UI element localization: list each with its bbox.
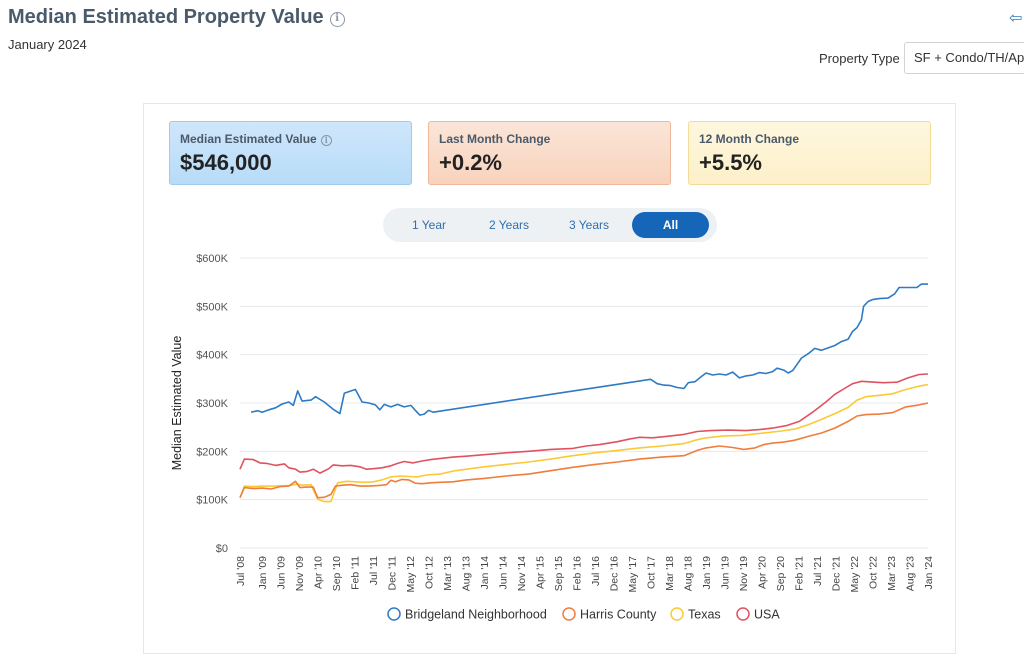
range-all[interactable]: All bbox=[632, 212, 709, 238]
info-icon[interactable]: i bbox=[329, 12, 345, 27]
y-tick-label: $600K bbox=[196, 253, 228, 265]
y-tick-label: $0 bbox=[216, 543, 228, 555]
range-3-years[interactable]: 3 Years bbox=[568, 218, 610, 232]
x-tick-label: May '12 bbox=[405, 556, 417, 593]
x-tick-label: Nov '14 bbox=[516, 556, 528, 591]
x-tick-label: Jul '16 bbox=[590, 556, 602, 586]
x-tick-label: Oct '12 bbox=[424, 556, 436, 589]
legend-label: USA bbox=[754, 608, 780, 622]
x-tick-label: Jan '24 bbox=[923, 556, 935, 590]
report-date: January 2024 bbox=[8, 37, 87, 52]
series-line-usa bbox=[239, 373, 929, 474]
x-tick-label: Dec '21 bbox=[831, 556, 843, 591]
x-tick-label: Feb '16 bbox=[572, 556, 584, 591]
stat-last-month-change: Last Month Change +0.2% bbox=[428, 121, 671, 185]
x-tick-label: Nov '19 bbox=[738, 556, 750, 591]
stat-12-month-change-value: +5.5% bbox=[699, 150, 762, 175]
range-2-years[interactable]: 2 Years bbox=[488, 218, 530, 232]
legend-marker bbox=[736, 607, 750, 621]
x-tick-label: Sep '15 bbox=[553, 556, 565, 591]
chart-card bbox=[143, 103, 956, 654]
x-tick-label: Jun '09 bbox=[276, 556, 288, 590]
x-tick-label: Mar '18 bbox=[664, 556, 676, 591]
series-line-texas bbox=[239, 383, 929, 503]
x-tick-label: Jan '19 bbox=[701, 556, 713, 590]
legend-label: Harris County bbox=[580, 608, 657, 622]
x-tick-label: Dec '11 bbox=[387, 556, 399, 591]
time-range-selector: 1 Year 2 Years 3 Years All bbox=[383, 208, 717, 242]
stat-last-month-change-value: +0.2% bbox=[439, 150, 502, 175]
x-tick-label: Sep '10 bbox=[331, 556, 343, 591]
legend-marker bbox=[387, 607, 401, 621]
property-type-label: Property Type bbox=[819, 51, 900, 66]
x-tick-label: Jun '14 bbox=[498, 556, 510, 590]
x-tick-label: Jul '11 bbox=[368, 556, 380, 585]
series-line-harris-county bbox=[239, 402, 929, 499]
stat-last-month-change-label: Last Month Change bbox=[439, 132, 551, 146]
range-1-year[interactable]: 1 Year bbox=[411, 218, 447, 232]
stat-median-value-label: Median Estimated Value bbox=[180, 132, 317, 146]
x-tick-label: May '22 bbox=[849, 556, 861, 593]
x-tick-label: Mar '23 bbox=[886, 556, 898, 591]
x-tick-label: Jan '14 bbox=[479, 556, 491, 590]
x-tick-label: Aug '23 bbox=[904, 556, 916, 591]
x-tick-label: Feb '11 bbox=[350, 556, 362, 590]
y-tick-label: $400K bbox=[196, 350, 228, 362]
x-tick-label: Jul '21 bbox=[812, 556, 824, 586]
x-tick-label: Apr '10 bbox=[313, 556, 325, 589]
x-tick-label: Jun '19 bbox=[720, 556, 732, 590]
x-tick-label: Mar '13 bbox=[442, 556, 454, 591]
x-tick-label: Nov '09 bbox=[294, 556, 306, 591]
stat-median-value-value: $546,000 bbox=[180, 150, 272, 175]
y-tick-label: $200K bbox=[196, 446, 228, 458]
legend-marker bbox=[562, 607, 576, 621]
stat-median-value: Median Estimated Value i $546,000 bbox=[169, 121, 412, 185]
x-tick-label: Jan '09 bbox=[257, 556, 269, 590]
median-info-icon[interactable]: i bbox=[320, 135, 332, 146]
y-tick-label: $500K bbox=[196, 301, 228, 313]
stat-12-month-change-label: 12 Month Change bbox=[699, 132, 800, 146]
x-tick-label: Oct '17 bbox=[646, 556, 658, 589]
share-icon[interactable]: ⇦ bbox=[1009, 10, 1023, 27]
x-tick-label: Aug '18 bbox=[683, 556, 695, 591]
x-tick-label: Feb '21 bbox=[794, 556, 806, 591]
x-tick-label: Aug '13 bbox=[461, 556, 473, 591]
series-line-bridgeland-neighborhood bbox=[250, 283, 928, 416]
page-title-text: Median Estimated Property Value bbox=[8, 6, 324, 28]
x-tick-label: May '17 bbox=[627, 556, 639, 593]
property-type-select[interactable]: SF + Condo/TH/Apt bbox=[904, 42, 1024, 74]
x-tick-label: Dec '16 bbox=[609, 556, 621, 591]
y-tick-label: $300K bbox=[196, 398, 228, 410]
y-tick-label: $100K bbox=[196, 495, 228, 507]
x-tick-label: Oct '22 bbox=[868, 556, 880, 589]
page-title: Median Estimated Property Value i bbox=[8, 6, 345, 29]
x-tick-label: Sep '20 bbox=[775, 556, 787, 591]
stat-12-month-change: 12 Month Change +5.5% bbox=[688, 121, 931, 185]
legend-label: Bridgeland Neighborhood bbox=[405, 608, 547, 622]
legend-marker bbox=[670, 607, 684, 621]
x-tick-label: Apr '20 bbox=[757, 556, 769, 589]
legend-label: Texas bbox=[688, 608, 721, 622]
y-axis-label: Median Estimated Value bbox=[170, 336, 184, 471]
x-tick-label: Apr '15 bbox=[535, 556, 547, 589]
x-tick-label: Jul '08 bbox=[235, 556, 247, 586]
